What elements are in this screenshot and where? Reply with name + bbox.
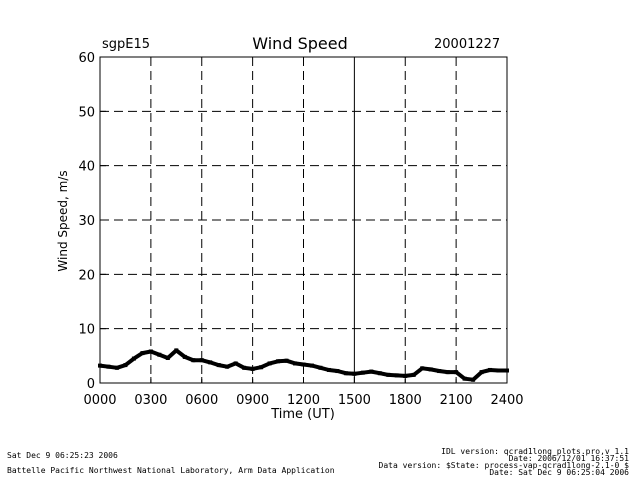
data-point	[216, 363, 221, 368]
date-label: 20001227	[434, 37, 501, 52]
data-point	[174, 348, 179, 353]
data-point	[267, 361, 272, 366]
chart-title: Wind Speed	[252, 34, 348, 53]
data-point	[148, 349, 153, 354]
y-tick-label: 30	[78, 214, 95, 229]
data-point	[369, 369, 374, 374]
data-point	[445, 370, 450, 375]
data-point	[233, 361, 238, 366]
footer-idl-date: Date: 2006/12/01 16:37:51	[508, 454, 629, 463]
data-point	[343, 371, 348, 376]
data-point	[471, 377, 476, 382]
data-point	[131, 356, 136, 361]
data-point	[479, 370, 484, 375]
data-point	[377, 371, 382, 376]
data-point	[301, 362, 306, 367]
x-tick-label: 0000	[83, 393, 116, 408]
x-tick-label: 2100	[440, 393, 473, 408]
footer-idl-version: IDL version: qcrad1long_plots.pro,v 1.1	[441, 447, 629, 456]
data-point	[157, 352, 162, 357]
data-point	[123, 363, 128, 368]
data-point	[428, 367, 433, 372]
x-tick-label: 1200	[287, 393, 320, 408]
data-point	[360, 370, 365, 375]
data-point	[437, 369, 442, 374]
data-point	[335, 369, 340, 374]
y-axis-label: Wind Speed, m/s	[56, 170, 70, 271]
data-point	[114, 365, 119, 370]
data-point	[293, 361, 298, 366]
data-point	[403, 373, 408, 378]
data-point	[106, 364, 111, 369]
x-tick-label: 0600	[185, 393, 218, 408]
data-point	[454, 370, 459, 375]
data-point	[250, 366, 255, 371]
data-point	[394, 373, 399, 378]
y-tick-label: 40	[78, 160, 95, 175]
footer-timestamp: Sat Dec 9 06:25:23 2006	[7, 451, 118, 460]
data-point	[276, 359, 281, 364]
data-point	[191, 358, 196, 363]
x-tick-label: 1800	[389, 393, 422, 408]
y-tick-label: 20	[78, 268, 95, 283]
data-point	[284, 358, 289, 363]
data-point	[242, 365, 247, 370]
data-point	[208, 360, 213, 365]
x-tick-label: 1500	[338, 393, 371, 408]
data-point	[259, 365, 264, 370]
data-point	[462, 376, 467, 381]
data-point	[411, 372, 416, 377]
x-axis-label: Time (UT)	[270, 407, 335, 422]
data-point	[496, 368, 501, 373]
data-point	[140, 351, 145, 356]
data-point	[225, 364, 230, 369]
site-label: sgpE15	[102, 37, 151, 52]
y-tick-label: 60	[78, 51, 95, 66]
data-point	[318, 365, 323, 370]
x-tick-label: 0300	[134, 393, 167, 408]
y-tick-label: 0	[87, 377, 95, 392]
y-tick-label: 10	[78, 323, 95, 338]
data-point	[420, 366, 425, 371]
data-point	[488, 367, 493, 372]
data-point	[386, 372, 391, 377]
data-point	[165, 356, 170, 361]
data-point	[309, 363, 314, 368]
data-point	[326, 367, 331, 372]
footer-credit: Battelle Pacific Northwest National Labo…	[7, 466, 335, 475]
footer-data-version: Data version: $State: process-vap-qcrad1…	[378, 461, 629, 470]
axes: 0000 0300 0600 0900 1200 1500 1800 2100 2400 0 10 2…	[78, 51, 523, 408]
data-point	[182, 354, 187, 359]
x-tick-label: 2400	[490, 393, 523, 408]
x-tick-label: 0900	[236, 393, 269, 408]
footer-data-date: Date: Sat Dec 9 06:25:04 2006	[489, 468, 629, 477]
grid-lines	[100, 57, 507, 383]
data-point	[199, 358, 204, 363]
y-tick-label: 50	[78, 105, 95, 120]
data-point	[352, 371, 357, 376]
